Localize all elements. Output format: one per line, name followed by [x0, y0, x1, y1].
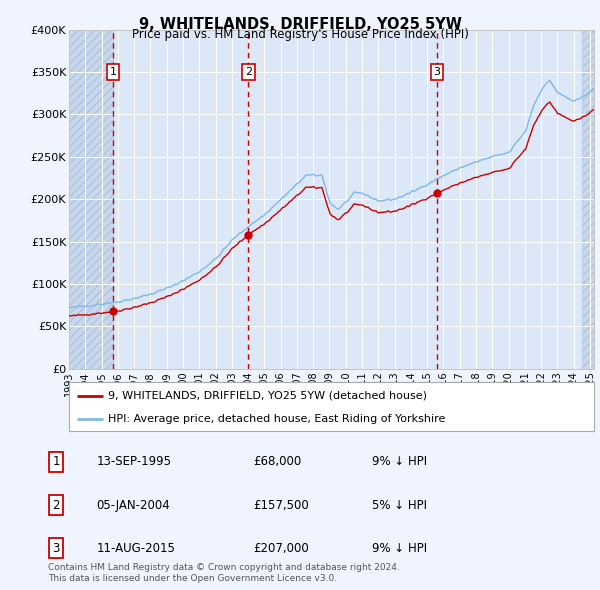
Text: 9% ↓ HPI: 9% ↓ HPI	[372, 455, 427, 468]
Text: Price paid vs. HM Land Registry's House Price Index (HPI): Price paid vs. HM Land Registry's House …	[131, 28, 469, 41]
Text: 05-JAN-2004: 05-JAN-2004	[97, 499, 170, 512]
Text: 11-AUG-2015: 11-AUG-2015	[97, 542, 175, 555]
Text: 1: 1	[109, 67, 116, 77]
Text: 1: 1	[52, 455, 60, 468]
Text: 2: 2	[245, 67, 252, 77]
Text: 5% ↓ HPI: 5% ↓ HPI	[372, 499, 427, 512]
Text: 9, WHITELANDS, DRIFFIELD, YO25 5YW: 9, WHITELANDS, DRIFFIELD, YO25 5YW	[139, 17, 461, 31]
Text: 2: 2	[52, 499, 60, 512]
Text: 13-SEP-1995: 13-SEP-1995	[97, 455, 172, 468]
Text: 9% ↓ HPI: 9% ↓ HPI	[372, 542, 427, 555]
Bar	[582, 30, 594, 369]
Bar	[69, 30, 113, 369]
Text: 3: 3	[434, 67, 440, 77]
Text: £157,500: £157,500	[253, 499, 309, 512]
Text: £207,000: £207,000	[253, 542, 309, 555]
Text: Contains HM Land Registry data © Crown copyright and database right 2024.
This d: Contains HM Land Registry data © Crown c…	[48, 563, 400, 583]
Text: HPI: Average price, detached house, East Riding of Yorkshire: HPI: Average price, detached house, East…	[109, 414, 446, 424]
Text: 9, WHITELANDS, DRIFFIELD, YO25 5YW (detached house): 9, WHITELANDS, DRIFFIELD, YO25 5YW (deta…	[109, 391, 427, 401]
Text: £68,000: £68,000	[253, 455, 301, 468]
Text: 3: 3	[52, 542, 60, 555]
